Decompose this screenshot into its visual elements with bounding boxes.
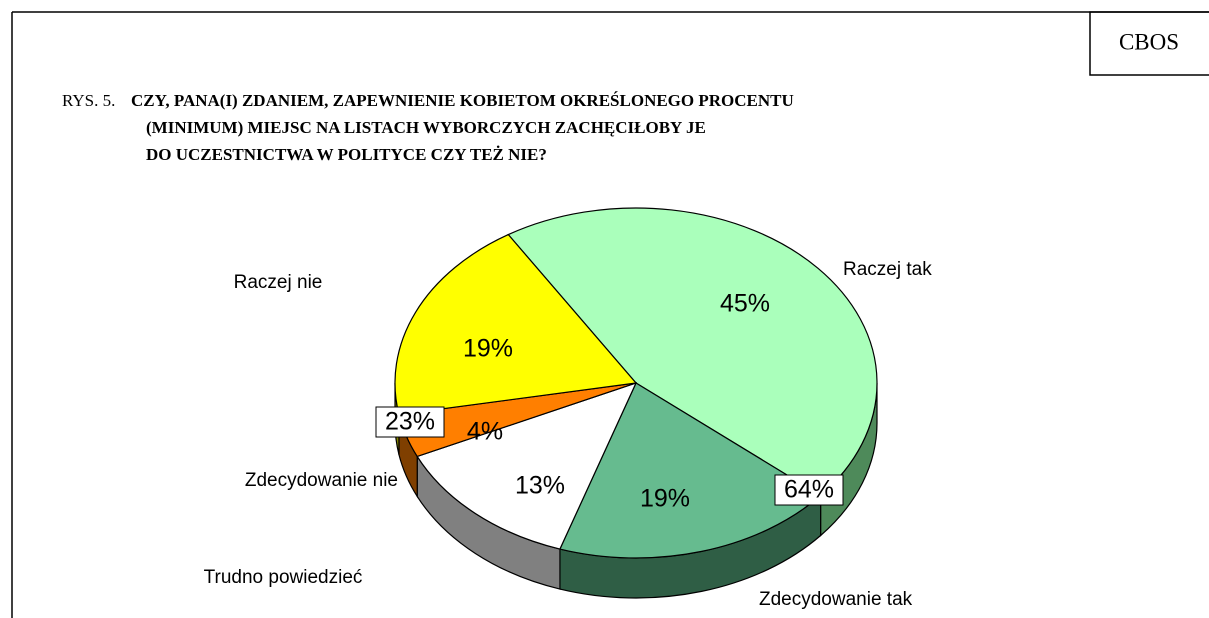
annotation-box [375, 406, 445, 438]
pie-slice [507, 207, 878, 497]
value-label: 13% [515, 472, 565, 500]
annotation: 23% [385, 408, 435, 436]
pie-slice [394, 233, 638, 416]
annotation-box [774, 474, 844, 506]
value-label: 45% [720, 290, 770, 318]
pie-slice [559, 382, 822, 559]
pie-slice [416, 381, 638, 550]
chart-title: (MINIMUM) MIEJSC NA LISTACH WYBORCZYCH Z… [146, 118, 706, 137]
chart-title: DO UCZESTNICTWA W POLITYCE CZY TEŻ NIE? [146, 145, 547, 164]
category-label: Raczej tak [843, 259, 932, 280]
annotation: 64% [784, 476, 834, 504]
category-label: Trudno powiedzieć [204, 567, 363, 588]
category-label: Zdecydowanie tak [759, 589, 913, 610]
value-label: 4% [467, 418, 503, 446]
category-label: Zdecydowanie nie [245, 470, 398, 491]
figure-label: RYS. 5. [62, 91, 115, 110]
chart-title: CZY, PANA(I) ZDANIEM, ZAPEWNIENIE KOBIET… [131, 91, 794, 110]
source-box [1089, 11, 1209, 76]
category-label: Raczej nie [234, 272, 323, 293]
value-label: 19% [640, 485, 690, 513]
value-label: 19% [463, 335, 513, 363]
source: CBOS [1119, 29, 1179, 54]
